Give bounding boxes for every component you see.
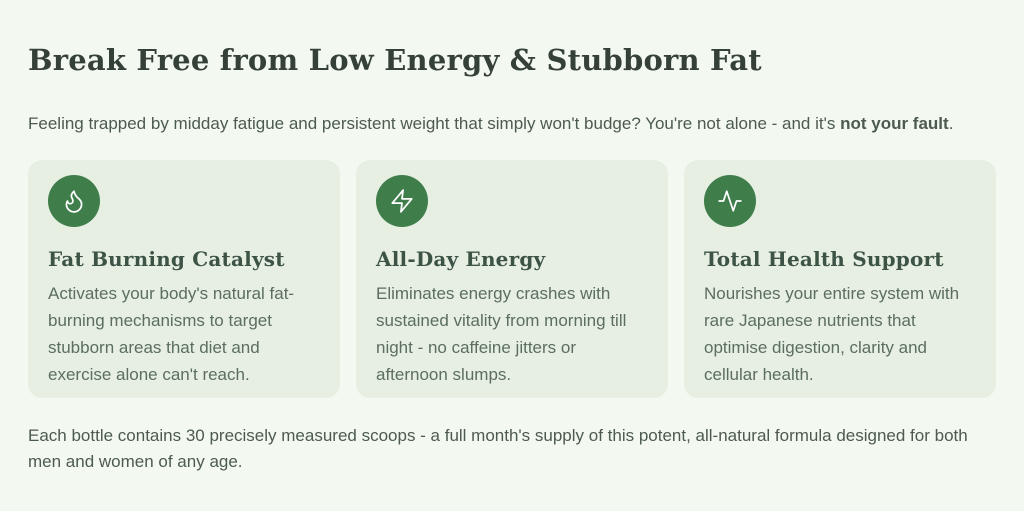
intro-bold-text: not your fault (840, 114, 949, 133)
benefit-cards-row: Fat Burning Catalyst Activates your body… (28, 160, 996, 398)
card-title-fat-burning: Fat Burning Catalyst (48, 247, 285, 271)
footer-paragraph: Each bottle contains 30 precisely measur… (28, 426, 968, 471)
intro-text: Feeling trapped by midday fatigue and pe… (28, 114, 841, 133)
benefits-section: Break Free from Low Energy & Stubborn Fa… (28, 43, 996, 471)
card-fat-burning: Fat Burning Catalyst Activates your body… (28, 160, 340, 398)
zap-icon (376, 175, 428, 227)
card-all-day-energy: All-Day Energy Eliminates energy crashes… (356, 160, 668, 398)
card-body-fat-burning: Activates your body's natural fat-burnin… (48, 284, 295, 384)
flame-icon (48, 175, 100, 227)
page-title: Break Free from Low Energy & Stubborn Fa… (28, 43, 762, 77)
pulse-icon (704, 175, 756, 227)
intro-period: . (948, 114, 954, 133)
intro-paragraph: Feeling trapped by midday fatigue and pe… (28, 111, 996, 137)
card-total-health: Total Health Support Nourishes your enti… (684, 160, 996, 398)
card-title-all-day-energy: All-Day Energy (376, 247, 546, 271)
card-body-all-day-energy: Eliminates energy crashes with sustained… (376, 284, 627, 384)
card-title-total-health: Total Health Support (704, 247, 944, 271)
card-body-total-health: Nourishes your entire system with rare J… (704, 284, 960, 384)
